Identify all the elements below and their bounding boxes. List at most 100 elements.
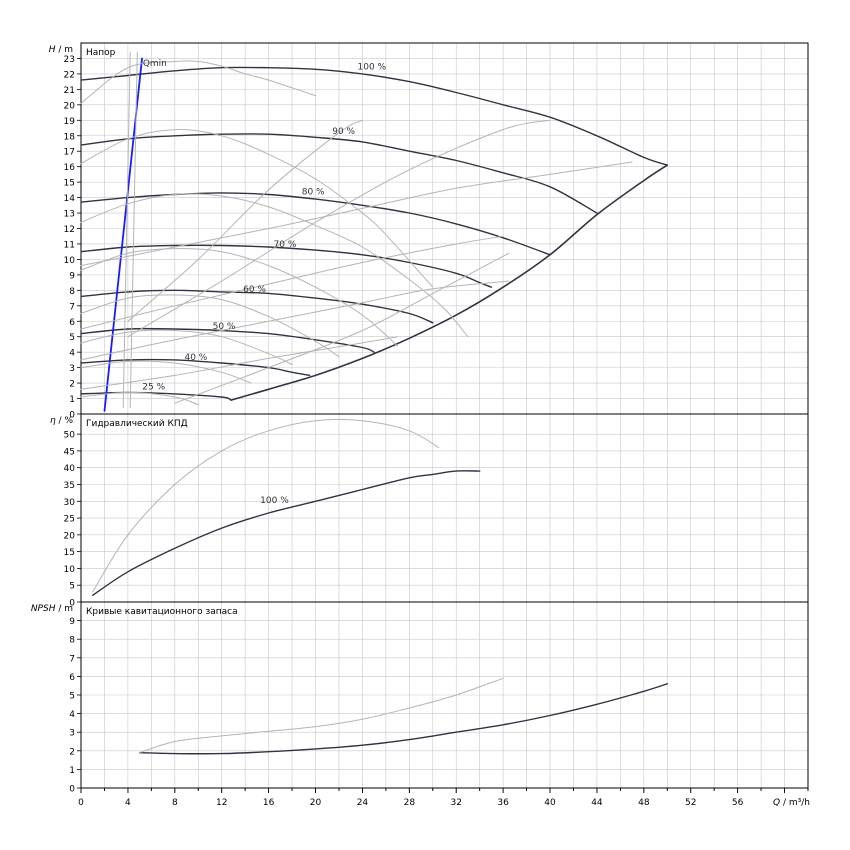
x-tick-label: 12 xyxy=(216,798,227,808)
y-tick-label: 18 xyxy=(64,132,76,142)
x-tick-label: 48 xyxy=(638,798,650,808)
y-tick-label: 13 xyxy=(64,210,75,220)
series-line-head-20 xyxy=(80,280,510,361)
y-tick-label: 21 xyxy=(64,86,75,96)
series-line-head-6 xyxy=(80,358,311,377)
y-tick-label: 20 xyxy=(64,531,76,541)
panel-title-npsh: Кривые кавитационного запаса xyxy=(86,607,238,617)
y-tick-label: 25 xyxy=(64,515,75,525)
series-line-head-24 xyxy=(174,252,510,404)
x-tick-label: 0 xyxy=(78,798,84,808)
series-line-head-1 xyxy=(80,133,598,214)
series-line-efficiency-0 xyxy=(92,470,481,596)
y-tick-label: 40 xyxy=(64,464,76,474)
series-line-head-17 xyxy=(80,391,199,406)
y-tick-label: 14 xyxy=(64,194,76,204)
panel-head: 01234567891011121314151617181920212223H … xyxy=(49,42,809,421)
y-axis-label-efficiency: η / % xyxy=(50,416,73,426)
series-line-head-0 xyxy=(80,66,668,166)
panel-npsh: 0 1 2 3 4 5 6 7 8 9 NPSH / m Кривые кавитационного … xyxy=(31,601,809,795)
y-tick-label: 1 xyxy=(69,395,75,405)
y-tick-label: 23 xyxy=(64,55,75,65)
grid-efficiency xyxy=(80,414,809,603)
series-line-efficiency-1 xyxy=(92,418,440,593)
y-axis-label-head: H / m xyxy=(49,45,73,55)
curve-label: 25 % xyxy=(142,382,165,392)
curve-label: 90 % xyxy=(332,127,355,137)
y-tick-label: 15 xyxy=(64,548,75,558)
series-line-head-2 xyxy=(80,192,551,256)
y-tick-label: 45 xyxy=(64,447,75,457)
series-line-head-19 xyxy=(80,235,504,330)
y-tick-label: 9 xyxy=(69,271,75,281)
series-line-head-18 xyxy=(80,161,633,267)
x-tick-label: 16 xyxy=(263,798,275,808)
x-tick-label: 8 xyxy=(172,798,178,808)
series-line-npsh-1 xyxy=(139,677,504,754)
panel-efficiency: 0 5 10 15 20 25 30 35 40 45 50 η / % Гидравлический … xyxy=(50,413,809,609)
y-tick-label: 0 xyxy=(69,785,75,795)
grid-npsh xyxy=(80,602,809,789)
y-tick-label: 0 xyxy=(69,411,75,421)
plot-frame-efficiency xyxy=(80,413,809,603)
y-tick-label: 15 xyxy=(64,179,75,189)
y-tick-label: 30 xyxy=(64,498,76,508)
x-tick-label: 56 xyxy=(732,798,744,808)
x-tick-label: 4 xyxy=(125,798,131,808)
series-line-head-10 xyxy=(80,60,316,104)
x-tick-label: 24 xyxy=(357,798,369,808)
y-tick-label: 6 xyxy=(69,318,75,328)
x-tick-label: 28 xyxy=(404,798,416,808)
series-line-head-7 xyxy=(80,391,232,401)
y-tick-label: 10 xyxy=(64,256,76,266)
y-tick-label: 16 xyxy=(64,163,76,173)
y-tick-label: 3 xyxy=(69,364,75,374)
y-tick-label: 0 xyxy=(69,599,75,609)
y-axis-label-npsh: NPSH / m xyxy=(31,604,73,614)
y-tick-label: 22 xyxy=(64,70,75,80)
series-line-npsh-0 xyxy=(138,683,668,755)
x-tick-label: 44 xyxy=(591,798,603,808)
series-line-head-16 xyxy=(80,360,252,384)
x-axis-label: Q / m³/h xyxy=(773,798,810,808)
y-tick-label: 4 xyxy=(69,710,75,720)
y-tick-label: 5 xyxy=(69,582,75,592)
y-tick-label: 50 xyxy=(64,431,76,441)
curve-label: 60 % xyxy=(243,285,266,295)
y-tick-label: 8 xyxy=(69,287,75,297)
y-tick-label: 12 xyxy=(64,225,75,235)
curve-label: 100 % xyxy=(358,62,387,72)
y-tick-label: 7 xyxy=(69,302,75,312)
y-tick-label: 5 xyxy=(69,333,75,343)
grid-head xyxy=(80,43,809,415)
y-tick-label: 9 xyxy=(69,617,75,627)
y-tick-label: 11 xyxy=(64,240,75,250)
y-tick-label: 5 xyxy=(69,692,75,702)
curve-label: 40 % xyxy=(184,353,207,363)
y-tick-label: 7 xyxy=(69,654,75,664)
series-line-head-13 xyxy=(80,248,399,347)
series-line-head-26 xyxy=(129,51,138,409)
series-line-head-8 xyxy=(230,164,669,401)
series-line-head-23 xyxy=(127,119,363,322)
x-tick-label: 36 xyxy=(497,798,509,808)
series-line-head-14 xyxy=(80,294,340,358)
x-tick-label: 40 xyxy=(544,798,556,808)
y-tick-label: 10 xyxy=(64,565,76,575)
series-line-head-21 xyxy=(80,336,399,390)
series-line-head-22 xyxy=(127,119,551,338)
y-tick-label: 3 xyxy=(69,729,75,739)
y-tick-label: 1 xyxy=(69,766,75,776)
y-tick-label: 19 xyxy=(64,117,76,127)
curve-label: 70 % xyxy=(274,240,297,250)
y-tick-label: 35 xyxy=(64,481,75,491)
series-line-head-3 xyxy=(80,244,493,288)
panel-title-efficiency: Гидравлический КПД xyxy=(86,419,188,429)
x-tick-label: 20 xyxy=(310,798,322,808)
x-tick-label: 52 xyxy=(685,798,696,808)
curve-label: Qmin xyxy=(143,59,167,69)
curve-label: 80 % xyxy=(302,187,325,197)
y-tick-label: 6 xyxy=(69,673,75,683)
series-line-head-11 xyxy=(80,129,434,288)
